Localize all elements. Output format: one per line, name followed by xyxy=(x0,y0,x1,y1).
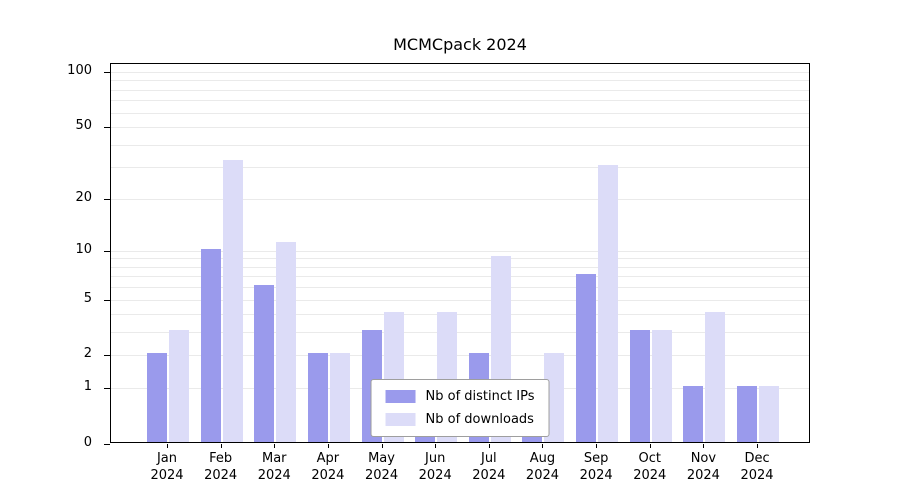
x-tick-label-nov: Nov 2024 xyxy=(686,451,720,483)
gridline-50 xyxy=(111,127,809,129)
x-tick-feb xyxy=(220,444,222,448)
legend-swatch-0 xyxy=(385,390,416,403)
x-axis: Jan 2024 Feb 2024 Mar 2024 Apr 2024 May 2024… xyxy=(110,444,810,492)
y-tick-10 xyxy=(104,250,110,252)
bar-distinct-ips-apr xyxy=(307,353,328,442)
gridline-7 xyxy=(111,276,809,278)
y-tick-label-5: 5 xyxy=(83,290,92,306)
bar-distinct-ips-dec xyxy=(737,386,758,442)
x-tick-oct xyxy=(649,444,651,448)
gridline-10 xyxy=(111,250,809,252)
y-tick-label-1: 1 xyxy=(83,379,92,395)
x-tick-label-jan: Jan 2024 xyxy=(150,451,184,483)
chart-title: MCMCpack 2024 xyxy=(393,35,527,54)
x-tick-dec xyxy=(757,444,759,448)
bar-downloads-sep xyxy=(598,165,619,442)
bar-distinct-ips-nov xyxy=(683,386,704,442)
gridline-100 xyxy=(111,72,809,73)
bar-distinct-ips-jan xyxy=(147,353,167,442)
bar-downloads-mar xyxy=(276,241,297,442)
y-tick-label-20: 20 xyxy=(75,189,92,205)
y-tick-50 xyxy=(104,127,110,129)
gridline-80 xyxy=(111,89,809,91)
y-tick-5 xyxy=(104,299,110,301)
bar-distinct-ips-sep xyxy=(576,274,597,442)
bar-downloads-oct xyxy=(651,330,672,442)
bar-distinct-ips-oct xyxy=(629,330,650,442)
y-tick-label-0: 0 xyxy=(83,435,92,450)
y-tick-label-2: 2 xyxy=(83,346,92,362)
x-tick-label-aug: Aug 2024 xyxy=(525,451,560,483)
gridline-5 xyxy=(111,299,809,301)
x-tick-label-dec: Dec 2024 xyxy=(740,451,774,483)
legend: Nb of distinct IPs Nb of downloads xyxy=(370,379,550,437)
y-tick-label-50: 50 xyxy=(75,118,92,134)
y-tick-100 xyxy=(104,72,110,73)
x-tick-label-jun: Jun 2024 xyxy=(418,451,452,483)
gridline-30 xyxy=(111,167,809,169)
gridline-20 xyxy=(111,198,809,200)
y-tick-0 xyxy=(104,444,110,445)
gridline-40 xyxy=(111,144,809,146)
y-tick-label-10: 10 xyxy=(75,241,92,257)
y-tick-20 xyxy=(104,198,110,200)
x-tick-label-may: May 2024 xyxy=(365,451,399,483)
y-tick-label-100: 100 xyxy=(67,63,92,78)
x-tick-label-sep: Sep 2024 xyxy=(579,451,613,483)
x-tick-label-apr: Apr 2024 xyxy=(311,451,345,483)
x-tick-label-feb: Feb 2024 xyxy=(204,451,238,483)
bar-distinct-ips-mar xyxy=(254,285,275,442)
x-tick-label-jul: Jul 2024 xyxy=(472,451,506,483)
gridline-6 xyxy=(111,287,809,289)
x-tick-sep xyxy=(596,444,598,448)
y-tick-1 xyxy=(104,388,110,390)
x-tick-apr xyxy=(327,444,329,448)
gridline-2 xyxy=(111,355,809,357)
x-tick-label-oct: Oct 2024 xyxy=(633,451,667,483)
gridline-4 xyxy=(111,314,809,316)
x-tick-aug xyxy=(542,444,544,448)
gridline-8 xyxy=(111,266,809,268)
plot-area: Nb of distinct IPs Nb of downloads xyxy=(104,63,810,445)
y-tick-2 xyxy=(104,355,110,357)
legend-label-0: Nb of distinct IPs xyxy=(425,389,535,404)
x-tick-jun xyxy=(435,444,437,448)
bar-downloads-nov xyxy=(705,312,726,442)
gridline-90 xyxy=(111,80,809,82)
x-tick-label-mar: Mar 2024 xyxy=(257,451,291,483)
bar-distinct-ips-feb xyxy=(200,248,221,442)
bar-downloads-apr xyxy=(329,353,350,442)
y-axis: 0 1 2 5 10 20 50 100 xyxy=(0,63,104,450)
gridline-70 xyxy=(111,100,809,102)
x-tick-may xyxy=(381,444,383,448)
bar-downloads-jan xyxy=(169,330,189,442)
gridline-3 xyxy=(111,332,809,334)
legend-entry-1: Nb of downloads xyxy=(385,412,535,427)
legend-label-1: Nb of downloads xyxy=(425,412,534,427)
legend-entry-0: Nb of distinct IPs xyxy=(385,389,535,404)
x-tick-mar xyxy=(274,444,276,448)
bar-downloads-dec xyxy=(759,386,780,442)
legend-swatch-1 xyxy=(385,413,416,426)
gridline-9 xyxy=(111,258,809,260)
bar-downloads-feb xyxy=(222,160,243,442)
x-tick-jan xyxy=(167,444,168,448)
gridline-60 xyxy=(111,112,809,114)
x-tick-jul xyxy=(488,444,490,448)
x-tick-nov xyxy=(703,444,705,448)
